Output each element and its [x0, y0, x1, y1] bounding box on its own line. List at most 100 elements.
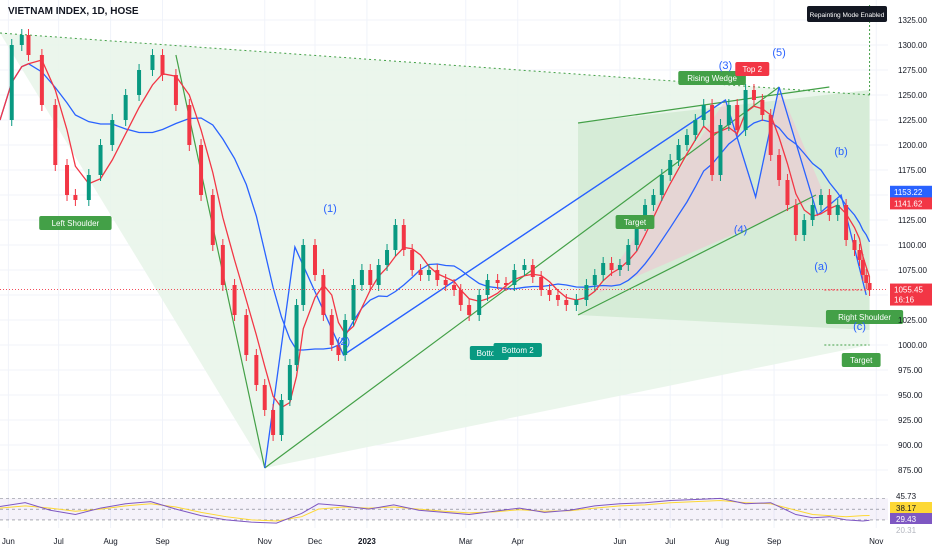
price-candle [726, 105, 731, 125]
ma-short [0, 59, 871, 409]
x-tick-label: Mar [459, 537, 473, 546]
rsi-pane: 45.73 38.17 29.43 20.31 [0, 492, 932, 535]
price-candle [634, 225, 639, 245]
price-candle [321, 275, 326, 315]
price-candle [301, 245, 306, 305]
price-candle [512, 270, 517, 285]
y-tick-label: 1025.00 [898, 316, 927, 325]
price-candle [860, 260, 865, 275]
price-candle [626, 245, 631, 265]
price-candle [827, 195, 832, 215]
countdown-tag: 16:16 [894, 296, 915, 305]
price-candle [864, 275, 869, 283]
rsi-tag: 38.17 [896, 504, 917, 513]
wave-label: (1) [323, 203, 336, 215]
price-candle [793, 205, 798, 235]
y-tick-label: 1350.00 [898, 0, 927, 2]
price-candle [458, 290, 463, 305]
price-candle [818, 195, 823, 205]
price-candle [187, 105, 192, 145]
wave-label: (4) [734, 224, 747, 236]
x-tick-label: Aug [103, 537, 117, 546]
x-tick-label: Sep [767, 537, 782, 546]
price-tag-box [890, 197, 932, 210]
y-tick-label: 925.00 [898, 416, 923, 425]
wave-label: (5) [772, 47, 785, 59]
price-candle [312, 245, 317, 275]
x-tick-label: Jun [613, 537, 626, 546]
pattern-annotations: Left Shoulder Bottom Bottom 2 Target Rising … [39, 47, 904, 367]
y-tick-label: 1250.00 [898, 91, 927, 100]
price-candle [735, 105, 740, 130]
price-axis[interactable]: 1350.00 875.00 900.00 925.00 950.00 975.00 100… [890, 0, 932, 475]
y-tick-label: 1325.00 [898, 16, 927, 25]
price-candle [73, 195, 78, 200]
pattern-label: Bottom [477, 349, 503, 358]
price-candle [351, 285, 356, 320]
price-candle [601, 263, 606, 275]
y-tick-label: 1000.00 [898, 341, 927, 350]
price-candle [452, 285, 457, 290]
price-candle [710, 105, 715, 175]
price-candle [592, 275, 597, 285]
price-candle [368, 270, 373, 285]
wave-label: (b) [834, 146, 847, 158]
price-candle [19, 35, 24, 45]
channel-bottom [577, 194, 817, 316]
price-candle [9, 45, 14, 120]
price-series [0, 29, 888, 441]
y-tick-label: 1125.00 [898, 216, 927, 225]
pattern-label-box [615, 215, 655, 229]
price-candle [835, 205, 840, 215]
rsi-tag: 45.73 [896, 492, 917, 501]
price-candle [668, 160, 673, 175]
x-tick-label: Nov [869, 537, 883, 546]
price-candle [410, 250, 415, 270]
price-candle [401, 225, 406, 250]
price-candle [376, 265, 381, 285]
y-tick-label: 875.00 [898, 466, 923, 475]
price-candle [426, 270, 431, 275]
pattern-label: Bottom 2 [502, 346, 535, 355]
price-tag: 1153.22 [894, 188, 923, 197]
price-candle [564, 300, 569, 305]
wave-label: (3) [719, 60, 732, 72]
y-tick-label: 975.00 [898, 366, 923, 375]
price-candle [418, 270, 423, 275]
x-tick-label: 2023 [358, 537, 376, 546]
pattern-label: Top 2 [742, 65, 762, 74]
y-tick-label: 1200.00 [898, 141, 927, 150]
pattern-fills [0, 33, 870, 468]
price-candle [676, 145, 681, 160]
rsi-signal-line [0, 500, 870, 522]
repaint-badge-text: Repainting Mode Enabled [810, 12, 885, 19]
price-candle [210, 195, 215, 245]
price-candle [810, 205, 815, 220]
x-tick-label: Sep [155, 537, 170, 546]
time-axis[interactable]: Jun Jul Aug Sep Nov Dec 2023 Mar Apr Jun Jul Aug Sep… [2, 537, 883, 546]
price-candle [867, 283, 872, 290]
price-candle [768, 115, 773, 155]
price-candle [852, 240, 857, 250]
price-candle [802, 220, 807, 235]
price-candle [329, 315, 334, 345]
wave-label: (c) [853, 321, 866, 333]
y-tick-label: 950.00 [898, 391, 923, 400]
price-candle [150, 55, 155, 70]
pattern-label-box [841, 353, 881, 367]
price-candle [65, 165, 70, 195]
y-tick-label: 1100.00 [898, 241, 927, 250]
price-candle [232, 285, 237, 315]
price-candle [467, 305, 472, 315]
price-candle [522, 265, 527, 270]
price-candle [39, 55, 44, 105]
y-tick-label: 1300.00 [898, 41, 927, 50]
rsi-tag-box [890, 502, 932, 513]
price-candle [53, 105, 58, 165]
price-candle [393, 225, 398, 250]
elliott-waves [264, 86, 867, 469]
y-tick-label: 1225.00 [898, 116, 927, 125]
pattern-label-box [493, 343, 542, 357]
current-price-tag: 1055.45 [894, 286, 923, 295]
